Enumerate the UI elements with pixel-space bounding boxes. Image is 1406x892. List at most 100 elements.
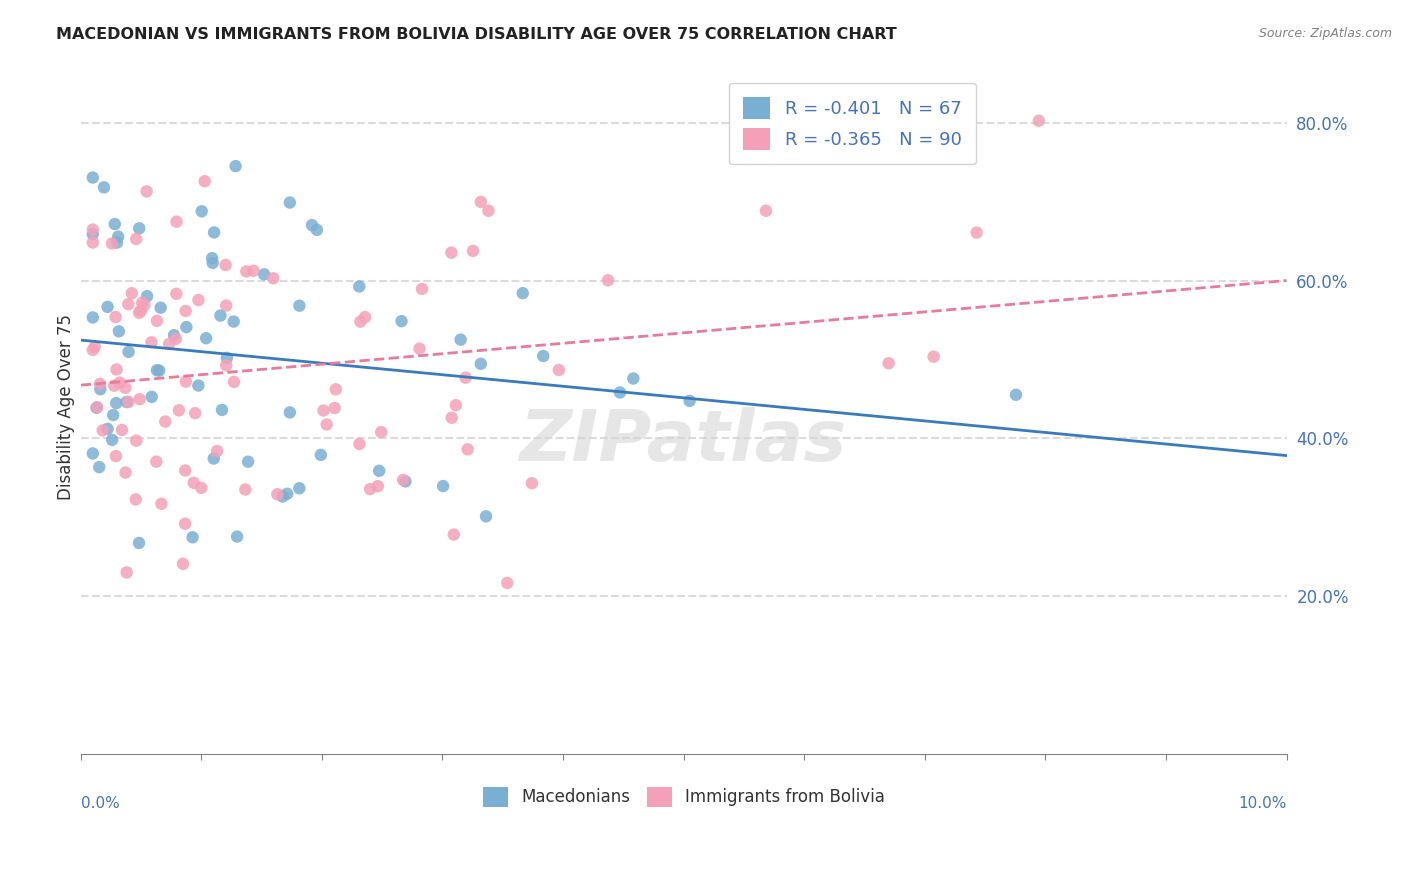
Text: 10.0%: 10.0% [1239,796,1286,811]
Macedonians [128,536,150,550]
Macedonians [276,487,298,501]
Immigrants from Bolivia [131,295,153,310]
Immigrants from Bolivia [114,381,136,395]
Immigrants from Bolivia [165,286,187,301]
Immigrants from Bolivia [86,401,108,415]
Macedonians [163,328,186,343]
Immigrants from Bolivia [367,479,389,493]
Immigrants from Bolivia [82,235,104,250]
Macedonians [432,479,454,493]
Immigrants from Bolivia [146,314,169,328]
Macedonians [136,289,159,303]
Macedonians [305,223,328,237]
Immigrants from Bolivia [125,434,148,448]
Text: Source: ZipAtlas.com: Source: ZipAtlas.com [1258,27,1392,40]
Immigrants from Bolivia [104,449,127,463]
Macedonians [288,481,311,495]
Macedonians [105,235,128,250]
Immigrants from Bolivia [150,497,173,511]
Immigrants from Bolivia [89,376,111,391]
Immigrants from Bolivia [470,194,492,209]
Macedonians [215,351,238,365]
Immigrants from Bolivia [134,298,156,312]
Macedonians [211,403,233,417]
Macedonians [209,309,232,323]
Immigrants from Bolivia [922,350,945,364]
Immigrants from Bolivia [755,203,778,218]
Macedonians [278,195,301,210]
Macedonians [107,229,129,244]
Macedonians [309,448,332,462]
Macedonians [202,451,225,466]
Immigrants from Bolivia [114,466,136,480]
Immigrants from Bolivia [155,415,177,429]
Immigrants from Bolivia [174,304,197,318]
Macedonians [101,433,124,447]
Immigrants from Bolivia [349,437,371,451]
Macedonians [82,310,104,325]
Macedonians [222,314,245,328]
Immigrants from Bolivia [233,483,256,497]
Immigrants from Bolivia [370,425,392,439]
Immigrants from Bolivia [596,273,619,287]
Immigrants from Bolivia [966,226,988,240]
Immigrants from Bolivia [117,297,139,311]
Macedonians [201,256,224,270]
Macedonians [368,464,391,478]
Immigrants from Bolivia [115,566,138,580]
Macedonians [609,385,631,400]
Macedonians [394,475,416,489]
Macedonians [117,344,139,359]
Immigrants from Bolivia [82,222,104,236]
Immigrants from Bolivia [101,236,124,251]
Immigrants from Bolivia [349,315,371,329]
Macedonians [531,349,554,363]
Immigrants from Bolivia [262,271,284,285]
Text: MACEDONIAN VS IMMIGRANTS FROM BOLIVIA DISABILITY AGE OVER 75 CORRELATION CHART: MACEDONIAN VS IMMIGRANTS FROM BOLIVIA DI… [56,27,897,42]
Immigrants from Bolivia [174,463,197,477]
Immigrants from Bolivia [174,375,197,389]
Macedonians [108,324,131,338]
Immigrants from Bolivia [457,442,479,457]
Macedonians [678,393,700,408]
Immigrants from Bolivia [454,370,477,384]
Macedonians [141,390,163,404]
Immigrants from Bolivia [477,203,499,218]
Immigrants from Bolivia [125,492,148,507]
Immigrants from Bolivia [1028,113,1050,128]
Immigrants from Bolivia [392,473,415,487]
Immigrants from Bolivia [520,476,543,491]
Immigrants from Bolivia [145,454,167,468]
Macedonians [202,226,225,240]
Immigrants from Bolivia [444,398,467,412]
Macedonians [97,422,120,436]
Macedonians [176,320,198,334]
Immigrants from Bolivia [108,376,131,390]
Macedonians [195,331,218,345]
Immigrants from Bolivia [105,362,128,376]
Immigrants from Bolivia [111,423,134,437]
Immigrants from Bolivia [312,403,335,417]
Macedonians [82,227,104,241]
Y-axis label: Disability Age Over 75: Disability Age Over 75 [58,314,75,500]
Macedonians [148,363,170,377]
Immigrants from Bolivia [125,232,148,246]
Immigrants from Bolivia [129,303,152,318]
Immigrants from Bolivia [242,264,264,278]
Macedonians [190,204,212,219]
Macedonians [470,357,492,371]
Immigrants from Bolivia [104,310,127,324]
Macedonians [115,395,138,409]
Macedonians [475,509,498,524]
Immigrants from Bolivia [354,310,377,324]
Immigrants from Bolivia [128,306,150,320]
Immigrants from Bolivia [440,245,463,260]
Macedonians [149,301,172,315]
Macedonians [278,405,301,419]
Immigrants from Bolivia [167,403,190,417]
Immigrants from Bolivia [359,482,381,496]
Text: ZIPatlas: ZIPatlas [520,407,848,476]
Immigrants from Bolivia [103,378,125,392]
Text: 0.0%: 0.0% [80,796,120,811]
Macedonians [93,180,115,194]
